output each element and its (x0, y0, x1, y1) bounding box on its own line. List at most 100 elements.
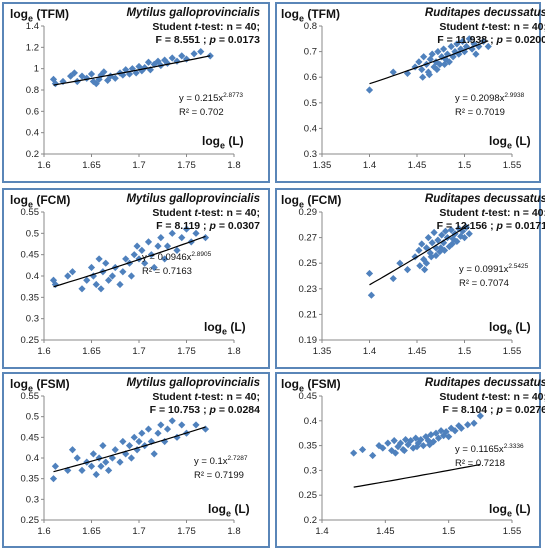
data-point (92, 280, 100, 289)
eq-exponent: 2.7287 (227, 455, 248, 462)
y-tick-label: 0.3 (304, 465, 317, 476)
data-point (51, 280, 59, 289)
data-point (369, 451, 377, 460)
data-point (451, 48, 459, 56)
y-tick-label: 0.4 (26, 271, 39, 282)
y-label-sub: e (299, 383, 305, 394)
data-point (133, 242, 141, 250)
data-point (135, 437, 143, 446)
y-axis-label: loge (FCM) (10, 193, 70, 209)
data-point (78, 72, 86, 80)
trend-line (369, 40, 489, 85)
y-label-prefix: log (281, 377, 299, 391)
x-tick-label: 1.45 (408, 160, 427, 171)
y-label-sub: e (28, 13, 34, 24)
y-tick-label: 0.25 (299, 258, 318, 269)
stat-p: p (496, 404, 503, 416)
eq-exponent: 2.5425 (508, 263, 529, 270)
data-point (51, 462, 59, 470)
chart-plot-svg: 0.25 0.3 0.35 0.4 0.45 0.5 0.55 1.6 1.65 1.7 1.75 1… (21, 207, 241, 357)
data-point (433, 65, 441, 74)
data-point (127, 454, 135, 462)
y-tick-label: 1.2 (26, 42, 39, 53)
x-axis-label: loge (L) (204, 320, 246, 336)
eq-exponent: 2.3336 (503, 443, 524, 450)
stat-line-2: F = 11.938 ; p = 0.0200 (437, 34, 545, 47)
data-point (111, 446, 119, 454)
stat-line-1: Student t-test: n = 40; (152, 391, 260, 404)
trend-line (53, 426, 206, 473)
eq-exponent: 2.9938 (504, 92, 525, 99)
stat-line-2: F = 8.551 ; p = 0.0173 (155, 34, 260, 47)
data-point (445, 58, 453, 66)
data-point (144, 238, 153, 246)
data-point (440, 239, 448, 247)
stat-text: -test: n = 40; (484, 21, 545, 33)
chart-panel-3: 0.25 0.3 0.35 0.4 0.45 0.5 0.55 1.6 1.65 1.7 1.75 1… (2, 188, 270, 369)
data-point (97, 71, 105, 79)
chart-panel-4: 0.19 0.21 0.23 0.25 0.27 0.29 1.35 1.4 1.45 1.5 1.… (275, 188, 545, 369)
x-tick-label: 1.35 (313, 160, 332, 171)
r-squared: R² = 0.7019 (455, 107, 505, 119)
y-tick-label: 0.35 (299, 441, 318, 452)
species-title: Ruditapes decussatus (424, 377, 545, 389)
data-point (127, 272, 135, 280)
r-squared: R² = 0.7074 (459, 278, 509, 290)
data-point (470, 419, 478, 427)
data-point (464, 421, 472, 429)
data-point (365, 86, 374, 94)
data-point (440, 60, 449, 68)
data-point (138, 429, 146, 437)
y-tick-label: 0.55 (21, 207, 40, 218)
x-tick-label: 1.8 (227, 160, 240, 171)
data-point (49, 475, 58, 483)
data-point (375, 442, 383, 450)
x-tick-label: 1.5 (458, 160, 471, 171)
y-tick-label: 0.3 (26, 494, 39, 505)
data-point (470, 40, 478, 48)
y-tick-label: 0.35 (21, 292, 40, 303)
eq-coef: y = 0.1x (194, 456, 228, 468)
x-tick-label: 1.4 (315, 526, 328, 537)
data-point (440, 246, 449, 254)
x-tick-label: 1.65 (82, 526, 101, 537)
y-label-prefix: log (281, 7, 299, 21)
data-point (438, 231, 446, 239)
data-point (365, 269, 374, 278)
data-point (157, 234, 165, 242)
y-tick-label: 0.4 (26, 128, 39, 139)
data-point (83, 276, 91, 284)
stat-line-1: Student t-test: n = 40: (439, 207, 545, 220)
trend-line (53, 235, 206, 288)
y-label-prefix: log (10, 7, 28, 21)
data-point (460, 234, 469, 242)
y-label-prefix: log (10, 377, 28, 391)
y-tick-label: 1 (34, 64, 39, 75)
eq-coef: y = 0.1165x (455, 444, 504, 456)
y-tick-label: 0.21 (299, 309, 318, 320)
y-axis-label: loge (TFM) (10, 7, 69, 23)
data-point (350, 449, 358, 457)
data-point (389, 274, 397, 283)
data-point (436, 248, 444, 256)
data-point (420, 53, 428, 61)
data-point (432, 429, 440, 437)
x-axis-label: loge (L) (489, 134, 531, 150)
data-point (418, 240, 426, 248)
eq-coef: y = 0.0991x (459, 264, 509, 276)
species-title: Mytilus galloprovincialis (126, 193, 260, 205)
data-point (424, 234, 432, 242)
x-tick-label: 1.65 (82, 346, 101, 357)
data-point (99, 442, 107, 450)
data-point (451, 427, 459, 435)
y-tick-label: 0.2 (304, 515, 317, 526)
y-axis-label: loge (FSM) (281, 377, 341, 393)
regression-equation: y = 0.0991x2.5425 R² = 0.7074 (459, 260, 528, 291)
data-point (441, 227, 450, 235)
data-point (78, 466, 86, 474)
regression-equation: y = 0.215x2.8773 R² = 0.702 (179, 89, 243, 120)
chart-plot-svg: 0.2 0.4 0.6 0.8 1 1.2 1.4 1.6 1.65 1.7 1.75 1.8 (26, 21, 241, 171)
data-point (455, 225, 463, 233)
data-point (436, 60, 444, 68)
x-tick-label: 1.65 (82, 160, 101, 171)
